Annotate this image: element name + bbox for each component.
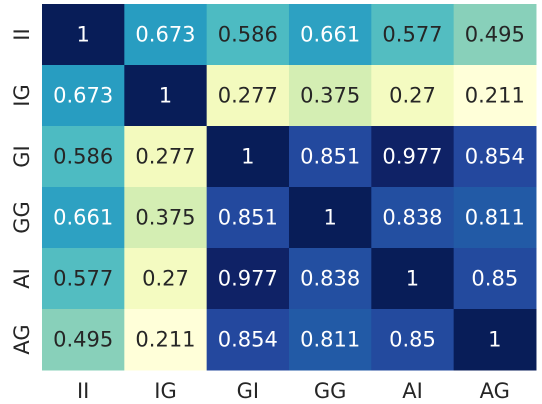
heatmap-cell-gg-ag [453,187,537,249]
cell-value-label-ag-ai: 0.85 [389,328,436,352]
heatmap-cell-ii-gi [206,4,290,66]
heatmap-cell-gg-ig [124,187,208,249]
cell-value-label-gi-ag: 0.854 [465,145,525,169]
heatmap-cells [42,4,537,371]
cell-value-label-ig-ag: 0.211 [465,84,525,108]
y-tick-label-gg: GG [10,201,34,234]
y-tick-label-ig: IG [10,84,34,106]
heatmap-cell-ai-gg [288,248,372,310]
x-tick-label-ig: IG [154,379,176,403]
cell-value-label-gg-ig: 0.375 [135,206,195,230]
heatmap-cell-gi-ai [371,126,455,188]
cell-value-label-ig-gg: 0.375 [300,84,360,108]
heatmap-cell-ig-ig [124,65,208,127]
cell-value-label-ag-gi: 0.854 [218,328,278,352]
cell-value-label-gg-gi: 0.851 [218,206,278,230]
heatmap-cell-ii-ag [453,4,537,66]
heatmap-cell-ag-gg [288,309,372,371]
heatmap-cell-ai-ai [371,248,455,310]
y-axis-tick-labels: II IG GI GG AI AG [10,28,34,354]
x-tick-label-gg: GG [314,379,347,403]
heatmap-cell-ii-ai [371,4,455,66]
x-axis-tick-labels: II IG GI GG AI AG [77,379,510,403]
cell-value-label-ig-ai: 0.27 [389,84,436,108]
cell-value-label-gi-gg: 0.851 [300,145,360,169]
cell-value-label-gg-ii: 0.661 [53,206,113,230]
y-tick-label-ai: AI [10,268,34,289]
heatmap-cell-ig-ai [371,65,455,127]
cell-value-label-ai-ai: 1 [406,267,419,291]
cell-value-label-gg-ai: 0.838 [382,206,442,230]
heatmap-cell-ii-ig [124,4,208,66]
heatmap-cell-ii-gg [288,4,372,66]
heatmap-cell-ai-ig [124,248,208,310]
heatmap-cell-gg-ai [371,187,455,249]
heatmap-cell-ag-ig [124,309,208,371]
heatmap-cell-ai-gi [206,248,290,310]
cell-value-label-ii-ii: 1 [76,23,89,47]
cell-value-label-ai-gg: 0.838 [300,267,360,291]
heatmap-cell-gi-ig [124,126,208,188]
x-tick-label-gi: GI [237,379,259,403]
cell-value-label-ai-gi: 0.977 [218,267,278,291]
cell-value-label-ag-ag: 1 [488,328,501,352]
cell-value-label-ig-ii: 0.673 [53,84,113,108]
y-tick-label-ii: II [10,28,34,40]
cell-value-label-ai-ii: 0.577 [53,267,113,291]
heatmap-cell-ai-ii [42,248,125,310]
cell-value-label-gg-ag: 0.811 [465,206,525,230]
heatmap-cell-ag-ai [371,309,455,371]
cell-value-label-ii-gg: 0.661 [300,23,360,47]
heatmap-cell-ig-ag [453,65,537,127]
heatmap-cell-gi-ag [453,126,537,188]
heatmap-cell-ii-ii [42,4,125,66]
heatmap-cell-ag-ii [42,309,125,371]
x-tick-label-ii: II [77,379,89,403]
heatmap-cell-ag-gi [206,309,290,371]
y-tick-label-ag: AG [10,324,34,354]
cell-value-label-gi-ai: 0.977 [382,145,442,169]
heatmap-cell-ig-gi [206,65,290,127]
heatmap-cell-ig-gg [288,65,372,127]
x-tick-label-ai: AI [402,379,423,403]
cell-value-label-ai-ig: 0.27 [142,267,189,291]
cell-value-label-ag-gg: 0.811 [300,328,360,352]
cell-value-label-ii-ig: 0.673 [135,23,195,47]
heatmap-cell-gi-gi [206,126,290,188]
heatmap-cell-gg-gg [288,187,372,249]
cell-value-label-ai-ag: 0.85 [471,267,518,291]
heatmap-cell-gi-gg [288,126,372,188]
cell-value-label-ii-ag: 0.495 [465,23,525,47]
heatmap-cell-ig-ii [42,65,125,127]
y-tick-label-gi: GI [10,145,34,167]
heatmap-cell-gg-gi [206,187,290,249]
heatmap-cell-ag-ag [453,309,537,371]
cell-value-label-gi-gi: 1 [241,145,254,169]
cell-value-label-ag-ig: 0.211 [135,328,195,352]
x-tick-label-ag: AG [480,379,510,403]
cell-value-label-gi-ig: 0.277 [135,145,195,169]
cell-value-label-gg-gg: 1 [323,206,336,230]
cell-value-label-ig-ig: 1 [159,84,172,108]
heatmap-cell-gg-ii [42,187,125,249]
heatmap-cell-gi-ii [42,126,125,188]
heatmap-cell-labels: 1 0.673 0.586 0.661 0.577 0.495 0.673 1 0.277 0.3… [53,23,525,352]
cell-value-label-ii-ai: 0.577 [382,23,442,47]
cell-value-label-ii-gi: 0.586 [218,23,278,47]
heatmap-cell-ai-ag [453,248,537,310]
cell-value-label-gi-ii: 0.586 [53,145,113,169]
cell-value-label-ag-ii: 0.495 [53,328,113,352]
cell-value-label-ig-gi: 0.277 [218,84,278,108]
